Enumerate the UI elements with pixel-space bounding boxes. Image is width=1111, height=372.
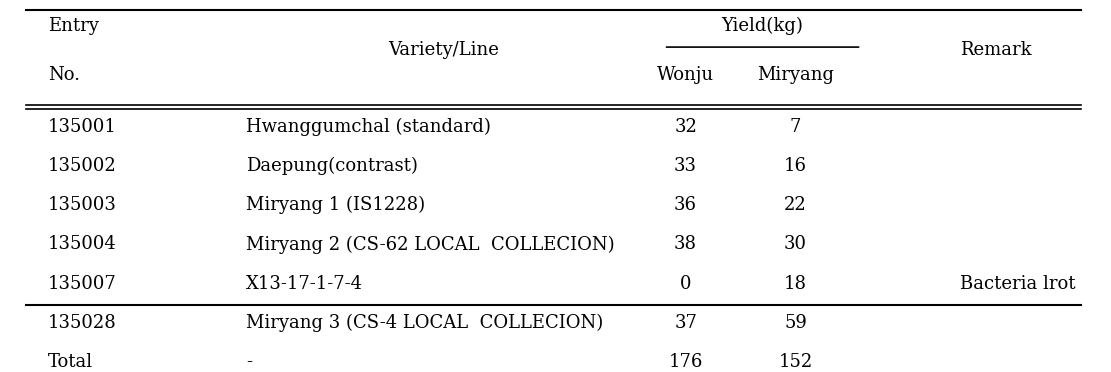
Text: Wonju: Wonju xyxy=(657,66,714,84)
Text: 135002: 135002 xyxy=(48,157,117,175)
Text: 176: 176 xyxy=(669,353,703,371)
Text: Daepung(contrast): Daepung(contrast) xyxy=(246,157,418,175)
Text: 152: 152 xyxy=(779,353,812,371)
Text: Variety/Line: Variety/Line xyxy=(389,41,499,59)
Text: 36: 36 xyxy=(674,196,697,214)
Text: 59: 59 xyxy=(784,314,807,332)
Text: 32: 32 xyxy=(674,118,697,136)
Text: Entry: Entry xyxy=(48,17,99,35)
Text: 22: 22 xyxy=(784,196,807,214)
Text: 135003: 135003 xyxy=(48,196,117,214)
Text: 135007: 135007 xyxy=(48,275,117,293)
Text: X13-17-1-7-4: X13-17-1-7-4 xyxy=(246,275,363,293)
Text: Total: Total xyxy=(48,353,93,371)
Text: Bacteria lrot: Bacteria lrot xyxy=(960,275,1075,293)
Text: 135004: 135004 xyxy=(48,235,117,253)
Text: Miryang 1 (IS1228): Miryang 1 (IS1228) xyxy=(246,196,426,214)
Text: Miryang 2 (CS-62 LOCAL  COLLECION): Miryang 2 (CS-62 LOCAL COLLECION) xyxy=(246,235,614,254)
Text: 135001: 135001 xyxy=(48,118,117,136)
Text: Yield(kg): Yield(kg) xyxy=(722,16,803,35)
Text: 37: 37 xyxy=(674,314,697,332)
Text: Miryang 3 (CS-4 LOCAL  COLLECION): Miryang 3 (CS-4 LOCAL COLLECION) xyxy=(246,314,603,332)
Text: 7: 7 xyxy=(790,118,801,136)
Text: 30: 30 xyxy=(784,235,807,253)
Text: Miryang: Miryang xyxy=(757,66,834,84)
Text: 33: 33 xyxy=(674,157,697,175)
Text: 0: 0 xyxy=(680,275,691,293)
Text: 18: 18 xyxy=(784,275,807,293)
Text: Remark: Remark xyxy=(960,41,1032,59)
Text: 135028: 135028 xyxy=(48,314,117,332)
Text: Hwanggumchal (standard): Hwanggumchal (standard) xyxy=(246,118,491,136)
Text: 16: 16 xyxy=(784,157,807,175)
Text: 38: 38 xyxy=(674,235,697,253)
Text: No.: No. xyxy=(48,66,80,84)
Text: -: - xyxy=(246,353,252,371)
